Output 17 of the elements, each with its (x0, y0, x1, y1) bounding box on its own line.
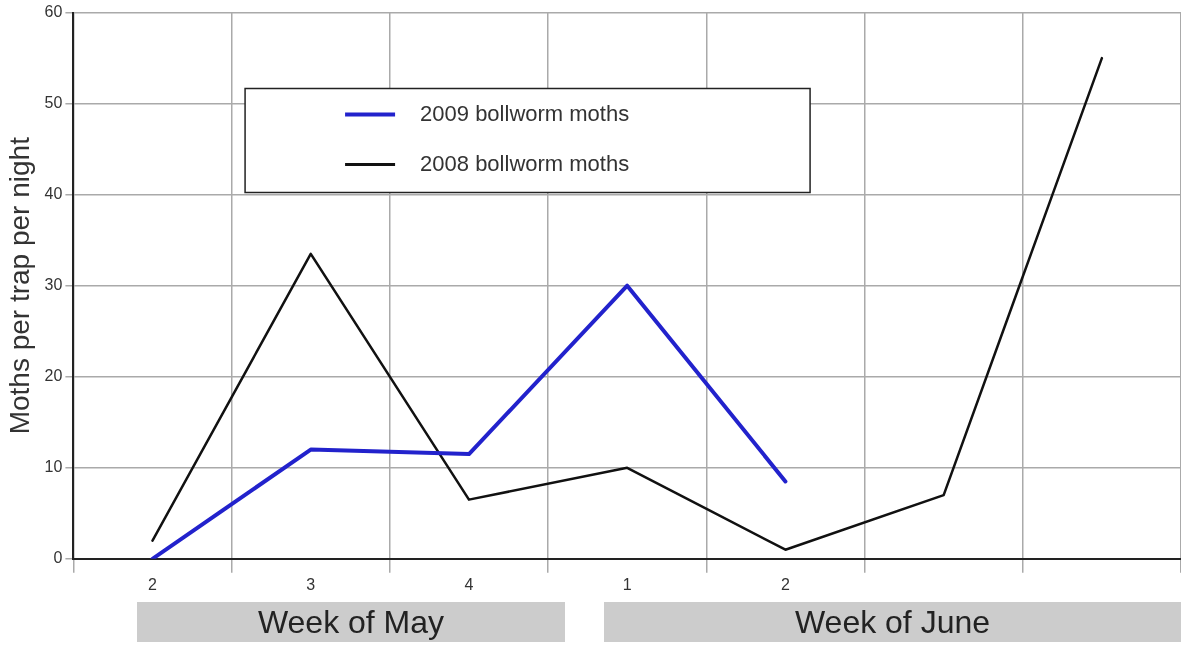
y-tick-label: 40 (44, 185, 63, 203)
y-tick-label: 60 (44, 3, 63, 21)
legend-label: 2009 bollworm moths (420, 100, 630, 126)
y-tick-label: 10 (44, 458, 63, 476)
x-tick-label: 2 (148, 575, 158, 593)
text: Week of May (257, 603, 445, 641)
x-tick-label: 1 (622, 575, 632, 593)
y-tick-label: 50 (44, 94, 63, 112)
y-tick-label: 30 (44, 276, 63, 294)
y-tick-label: 20 (44, 367, 63, 385)
text: Week of June (794, 603, 991, 641)
y-axis-title: Moths per trap per night (3, 136, 35, 435)
legend-label: 2008 bollworm moths (420, 150, 630, 176)
x-tick-label: 4 (464, 575, 474, 593)
x-tick-label: 2 (780, 575, 790, 593)
x-tick-label: 3 (306, 575, 316, 593)
y-tick-label: 0 (53, 549, 63, 567)
